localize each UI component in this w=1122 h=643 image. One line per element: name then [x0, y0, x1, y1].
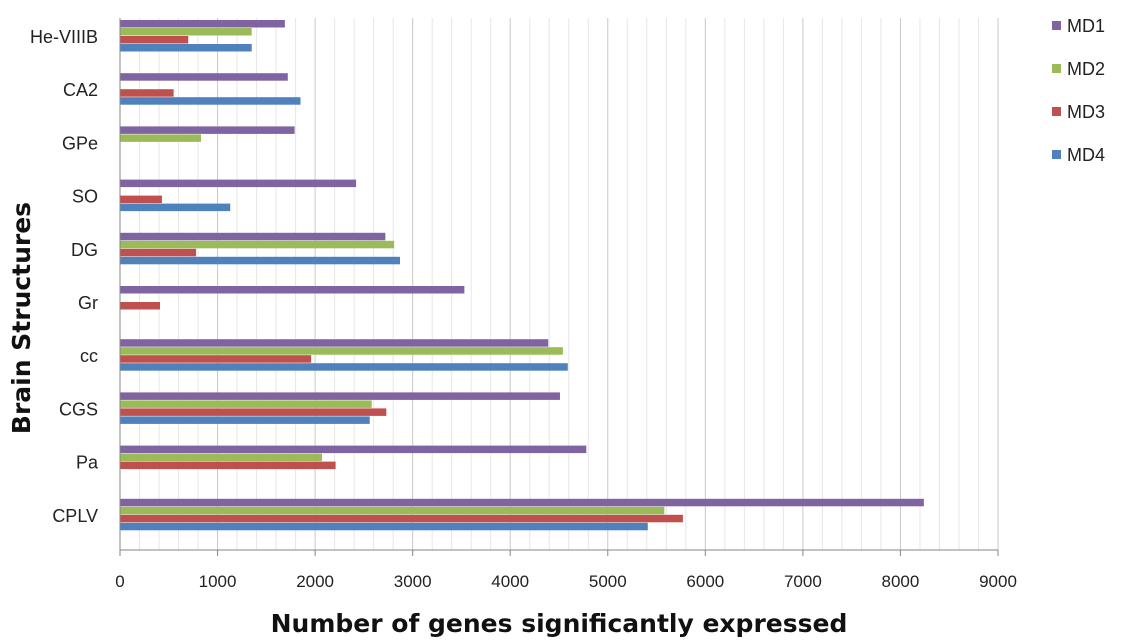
category-label-gr: Gr	[78, 293, 98, 313]
bar-md3-dg	[120, 248, 197, 257]
bar-md3-ca2	[120, 89, 174, 97]
bar-md4-he-viiib	[120, 44, 252, 52]
bar-md1-cc	[120, 339, 549, 347]
bar-md1-pa	[120, 445, 587, 454]
bar-md3-he-viiib	[120, 36, 189, 44]
x-tick-label: 9000	[979, 572, 1017, 591]
gridlines	[139, 18, 999, 550]
legend-swatch-md1	[1052, 21, 1061, 30]
x-axis-title: Number of genes significantly expressed	[271, 609, 848, 638]
bar-md3-gr	[120, 302, 160, 310]
category-label-dg: DG	[71, 240, 98, 260]
bar-md2-cgs	[120, 400, 372, 408]
bar-md3-cplv	[120, 514, 683, 523]
bar-md1-gpe	[120, 126, 295, 134]
bar-md1-cplv	[120, 498, 924, 507]
x-tick-label: 5000	[589, 572, 627, 591]
bar-md1-dg	[120, 232, 386, 241]
bar-md2-pa	[120, 453, 322, 462]
bar-md3-so	[120, 195, 162, 204]
legend-label-md4: MD4	[1067, 145, 1105, 165]
category-labels: He-VIIIB CA2 GPe SO DG Gr cc CGS Pa CPLV	[30, 27, 99, 526]
x-tick-labels: 0 1000 2000 3000 4000 5000 6000 7000 8000 9000	[115, 550, 1017, 591]
x-tick-label: 8000	[882, 572, 920, 591]
category-label-cgs: CGS	[59, 399, 98, 419]
bar-md2-he-viiib	[120, 28, 252, 36]
category-label-so: SO	[72, 187, 98, 207]
x-tick-label: 4000	[491, 572, 529, 591]
bar-md4-cgs	[120, 416, 370, 424]
bar-md2-dg	[120, 240, 395, 249]
x-tick-label: 3000	[394, 572, 432, 591]
x-tick-label: 2000	[296, 572, 334, 591]
category-label-pa: Pa	[76, 453, 99, 473]
bar-md2-cc	[120, 347, 563, 355]
x-tick-label: 1000	[199, 572, 237, 591]
bar-md4-so	[120, 203, 231, 212]
legend-label-md1: MD1	[1067, 16, 1105, 36]
x-tick-label: 0	[115, 572, 124, 591]
x-tick-label: 6000	[686, 572, 724, 591]
bar-md4-dg	[120, 256, 400, 265]
bar-md1-cgs	[120, 392, 560, 400]
x-tick-label: 7000	[784, 572, 822, 591]
category-label-cplv: CPLV	[52, 506, 98, 526]
bar-md3-cgs	[120, 408, 387, 416]
bar-md1-he-viiib	[120, 20, 285, 28]
bar-md3-pa	[120, 461, 336, 470]
axes	[119, 18, 998, 551]
bars	[120, 20, 924, 531]
bar-md1-ca2	[120, 73, 288, 81]
bar-md4-cplv	[120, 522, 648, 531]
bar-md2-cplv	[120, 506, 665, 515]
bar-md1-gr	[120, 286, 465, 294]
legend-swatch-md3	[1052, 107, 1061, 116]
bar-md4-cc	[120, 363, 568, 371]
legend-swatch-md4	[1052, 150, 1061, 159]
legend: MD1 MD2 MD3 MD4	[1052, 16, 1105, 165]
y-axis-title: Brain Structures	[7, 202, 36, 434]
category-label-he-viiib: He-VIIIB	[30, 27, 98, 47]
category-label-cc: cc	[80, 346, 98, 366]
legend-label-md2: MD2	[1067, 59, 1105, 79]
bar-md2-gpe	[120, 134, 201, 142]
legend-swatch-md2	[1052, 64, 1061, 73]
bar-md1-so	[120, 179, 357, 188]
bar-md4-ca2	[120, 97, 301, 105]
category-label-ca2: CA2	[63, 80, 98, 100]
category-label-gpe: GPe	[62, 133, 98, 153]
legend-label-md3: MD3	[1067, 102, 1105, 122]
bar-md3-cc	[120, 355, 312, 363]
